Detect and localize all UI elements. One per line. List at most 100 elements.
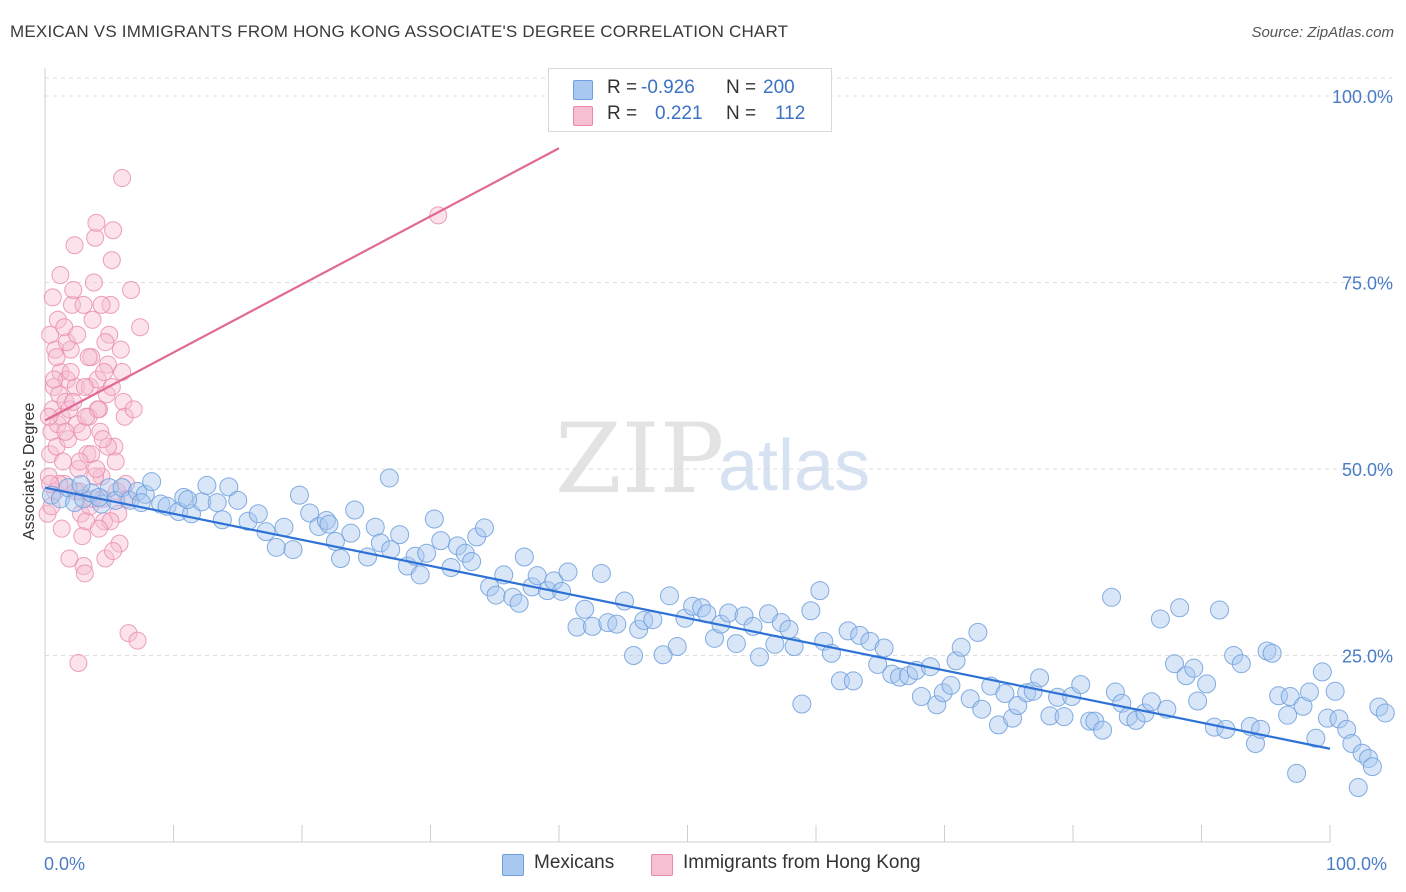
- data-point-hongkong: [96, 549, 115, 568]
- data-point-hongkong: [114, 392, 133, 411]
- data-point-mexicans: [405, 546, 425, 566]
- data-point-hongkong: [110, 534, 129, 553]
- data-point-mexicans: [810, 581, 830, 601]
- data-point-hongkong: [95, 363, 114, 382]
- legend-n-value: 200: [763, 77, 795, 98]
- data-point-mexicans: [1102, 587, 1122, 607]
- data-point-mexicans: [582, 616, 602, 636]
- data-point-mexicans: [1030, 668, 1050, 688]
- data-point-mexicans: [667, 637, 687, 657]
- data-point-hongkong: [65, 236, 84, 255]
- y-tick-label: 25.0%: [1342, 647, 1393, 667]
- legend-label-mexicans: Mexicans: [534, 852, 615, 873]
- data-point-mexicans: [319, 514, 339, 534]
- data-point-hongkong: [79, 348, 98, 367]
- legend-r-label: R =: [607, 103, 638, 124]
- data-point-hongkong: [69, 460, 88, 478]
- data-point-mexicans: [951, 637, 971, 657]
- data-point-hongkong: [59, 430, 78, 449]
- data-point-mexicans: [779, 619, 799, 639]
- data-point-mexicans: [575, 599, 595, 619]
- data-point-mexicans: [1209, 600, 1229, 620]
- data-point-hongkong: [75, 564, 94, 583]
- data-point-mexicans: [843, 671, 863, 691]
- legend-r-value: -0.926: [641, 77, 695, 98]
- data-point-mexicans: [345, 500, 365, 520]
- data-point-mexicans: [1150, 609, 1170, 629]
- data-point-mexicans: [1105, 682, 1125, 702]
- data-point-hongkong: [48, 310, 67, 329]
- data-point-mexicans: [1071, 675, 1091, 695]
- data-point-mexicans: [624, 646, 644, 665]
- correlation-legend: R = -0.926 N = 200 R = 0.221 N = 112: [548, 68, 832, 132]
- data-point-hongkong: [106, 452, 125, 471]
- data-point-hongkong: [73, 422, 92, 441]
- data-point-mexicans: [283, 540, 303, 560]
- data-point-hongkong: [122, 280, 141, 299]
- data-point-hongkong: [104, 542, 123, 561]
- data-point-hongkong: [44, 370, 63, 389]
- series-hongkong: [38, 169, 448, 672]
- data-point-hongkong: [115, 407, 134, 426]
- data-point-hongkong: [87, 460, 106, 478]
- axes: [44, 68, 1331, 843]
- y-tick-label: 100.0%: [1332, 87, 1393, 107]
- data-point-mexicans: [771, 613, 791, 633]
- data-point-mexicans: [784, 637, 804, 657]
- data-point-hongkong: [84, 273, 103, 292]
- data-point-mexicans: [1054, 707, 1074, 727]
- data-point-mexicans: [1176, 666, 1196, 686]
- x-tick-label-max: 100.0%: [1326, 854, 1387, 874]
- data-point-hongkong: [73, 527, 92, 546]
- data-point-hongkong: [89, 519, 108, 538]
- chart-title: MEXICAN VS IMMIGRANTS FROM HONG KONG ASS…: [10, 22, 789, 41]
- data-point-mexicans: [341, 523, 361, 543]
- data-point-mexicans: [1141, 692, 1161, 712]
- data-point-mexicans: [1262, 643, 1282, 663]
- data-point-hongkong: [39, 467, 58, 486]
- data-point-mexicans: [238, 511, 258, 531]
- data-point-hongkong: [47, 348, 66, 367]
- data-point-mexicans: [629, 619, 649, 639]
- data-point-mexicans: [850, 625, 870, 645]
- data-point-mexicans: [1299, 682, 1319, 702]
- data-point-hongkong: [91, 422, 110, 441]
- data-point-mexicans: [128, 481, 148, 501]
- data-point-mexicans: [838, 621, 858, 641]
- data-point-mexicans: [1165, 654, 1185, 674]
- data-point-mexicans: [219, 477, 239, 497]
- data-point-hongkong: [51, 363, 70, 382]
- data-point-mexicans: [1224, 646, 1244, 665]
- data-point-mexicans: [514, 547, 534, 567]
- data-point-mexicans: [911, 687, 931, 707]
- trend-lines: [44, 147, 1331, 750]
- watermark: ZIP atlas: [555, 403, 870, 515]
- data-point-hongkong: [113, 169, 132, 188]
- data-point-mexicans: [1312, 662, 1332, 682]
- data-point-hongkong: [43, 288, 62, 307]
- data-point-mexicans: [1342, 734, 1362, 754]
- data-point-mexicans: [1306, 728, 1326, 748]
- data-point-mexicans: [1337, 719, 1357, 739]
- data-point-mexicans: [300, 503, 320, 523]
- data-point-mexicans: [653, 645, 673, 665]
- trend-line-mexicans: [44, 486, 1331, 750]
- data-point-mexicans: [509, 593, 529, 613]
- data-point-hongkong: [77, 407, 96, 426]
- data-point-mexicans: [462, 552, 482, 572]
- data-point-mexicans: [749, 647, 769, 667]
- legend-swatch-blue: [573, 80, 593, 100]
- legend-n-value: 112: [775, 103, 806, 124]
- data-point-mexicans: [874, 638, 894, 658]
- data-point-mexicans: [933, 683, 953, 703]
- data-point-mexicans: [441, 557, 461, 577]
- y-axis-label: Associate's Degree: [21, 403, 38, 540]
- data-point-hongkong: [56, 422, 75, 441]
- data-point-mexicans: [607, 614, 627, 634]
- data-point-hongkong: [86, 228, 105, 247]
- legend-swatch-blue: [502, 854, 524, 876]
- data-point-mexicans: [1293, 696, 1313, 716]
- data-point-mexicans: [1257, 641, 1277, 661]
- data-point-hongkong: [75, 377, 94, 396]
- data-point-hongkong: [93, 430, 112, 449]
